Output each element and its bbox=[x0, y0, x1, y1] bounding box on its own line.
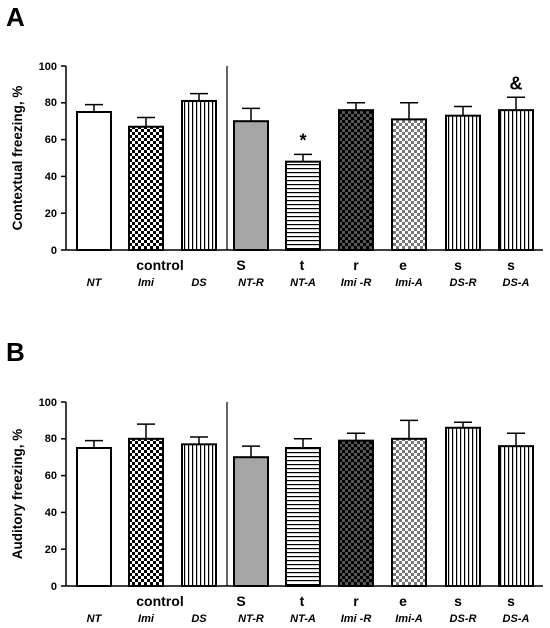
group-label: e bbox=[399, 593, 407, 609]
group-label: e bbox=[399, 257, 407, 273]
bar bbox=[285, 447, 321, 587]
bar bbox=[391, 118, 427, 251]
x-tick-label: NT-R bbox=[238, 613, 264, 625]
bar bbox=[181, 443, 217, 587]
group-labels: control S t r e s s bbox=[136, 593, 515, 609]
bar bbox=[233, 456, 269, 588]
x-tick-label: DS bbox=[191, 613, 207, 625]
y-tick-label: 100 bbox=[39, 61, 57, 73]
group-label: S bbox=[236, 593, 245, 609]
group-label: r bbox=[353, 257, 359, 273]
x-tick-label: Imi -R bbox=[341, 613, 372, 625]
bar bbox=[128, 437, 164, 587]
bar bbox=[445, 114, 481, 252]
significance-marker: & bbox=[510, 73, 523, 93]
x-tick-label: DS-A bbox=[503, 613, 530, 625]
bar bbox=[445, 426, 481, 588]
group-label: control bbox=[136, 593, 183, 609]
x-tick-labels: NT Imi DS NT-R NT-A Imi -R Imi-A DS-R DS… bbox=[87, 277, 530, 289]
significance-marker: * bbox=[299, 130, 306, 150]
panel-b: B Auditory freezing, % 0 20 40 60 80 100… bbox=[6, 337, 543, 625]
x-tick-label: NT bbox=[87, 277, 103, 289]
y-tick-label: 20 bbox=[45, 544, 57, 556]
group-label: s bbox=[454, 593, 462, 609]
bar bbox=[498, 109, 534, 251]
y-axis-label: Auditory freezing, % bbox=[10, 429, 25, 560]
y-tick-label: 40 bbox=[45, 507, 57, 519]
y-tick-labels: 0 20 40 60 80 100 bbox=[39, 61, 57, 257]
panel-label: A bbox=[6, 2, 25, 32]
y-axis-label: Contextual freezing, % bbox=[10, 86, 25, 231]
bar bbox=[338, 439, 374, 588]
bar bbox=[76, 447, 112, 587]
y-tick-label: 20 bbox=[45, 208, 57, 220]
panel-a: A Contextual freezing, % 0 20 40 60 80 1… bbox=[6, 2, 543, 289]
x-tick-label: NT-A bbox=[290, 613, 316, 625]
group-label: s bbox=[507, 593, 515, 609]
y-tick-labels: 0 20 40 60 80 100 bbox=[39, 397, 57, 593]
x-tick-label: Imi bbox=[138, 613, 155, 625]
bar bbox=[128, 125, 164, 251]
group-label: s bbox=[454, 257, 462, 273]
group-label: t bbox=[300, 257, 305, 273]
group-labels: control S t r e s s bbox=[136, 257, 515, 273]
y-tick-label: 0 bbox=[51, 581, 57, 593]
bar bbox=[498, 445, 534, 587]
x-tick-label: Imi-A bbox=[395, 277, 423, 289]
x-tick-label: NT-R bbox=[238, 277, 264, 289]
panel-label: B bbox=[6, 337, 25, 367]
bar bbox=[285, 160, 321, 251]
y-tick-label: 100 bbox=[39, 397, 57, 409]
x-tick-label: Imi -R bbox=[341, 277, 372, 289]
group-label: control bbox=[136, 257, 183, 273]
y-tick-label: 60 bbox=[45, 134, 57, 146]
group-label: s bbox=[507, 257, 515, 273]
y-tick-label: 80 bbox=[45, 433, 57, 445]
bar bbox=[76, 111, 112, 251]
x-tick-label: NT bbox=[87, 613, 103, 625]
x-tick-label: DS-A bbox=[503, 277, 530, 289]
bar bbox=[338, 109, 374, 251]
y-tick-label: 40 bbox=[45, 171, 57, 183]
x-tick-label: DS bbox=[191, 277, 207, 289]
x-tick-label: DS-R bbox=[450, 613, 477, 625]
group-label: S bbox=[236, 257, 245, 273]
y-tick-label: 60 bbox=[45, 470, 57, 482]
x-tick-label: Imi-A bbox=[395, 613, 423, 625]
bar bbox=[391, 437, 427, 587]
x-tick-labels: NT Imi DS NT-R NT-A Imi -R Imi-A DS-R DS… bbox=[87, 613, 530, 625]
group-label: t bbox=[300, 593, 305, 609]
y-tick-label: 80 bbox=[45, 97, 57, 109]
x-tick-label: NT-A bbox=[290, 277, 316, 289]
y-tick-label: 0 bbox=[51, 245, 57, 257]
group-label: r bbox=[353, 593, 359, 609]
x-tick-label: DS-R bbox=[450, 277, 477, 289]
x-tick-label: Imi bbox=[138, 277, 155, 289]
bar bbox=[233, 120, 269, 251]
bar bbox=[181, 99, 217, 251]
